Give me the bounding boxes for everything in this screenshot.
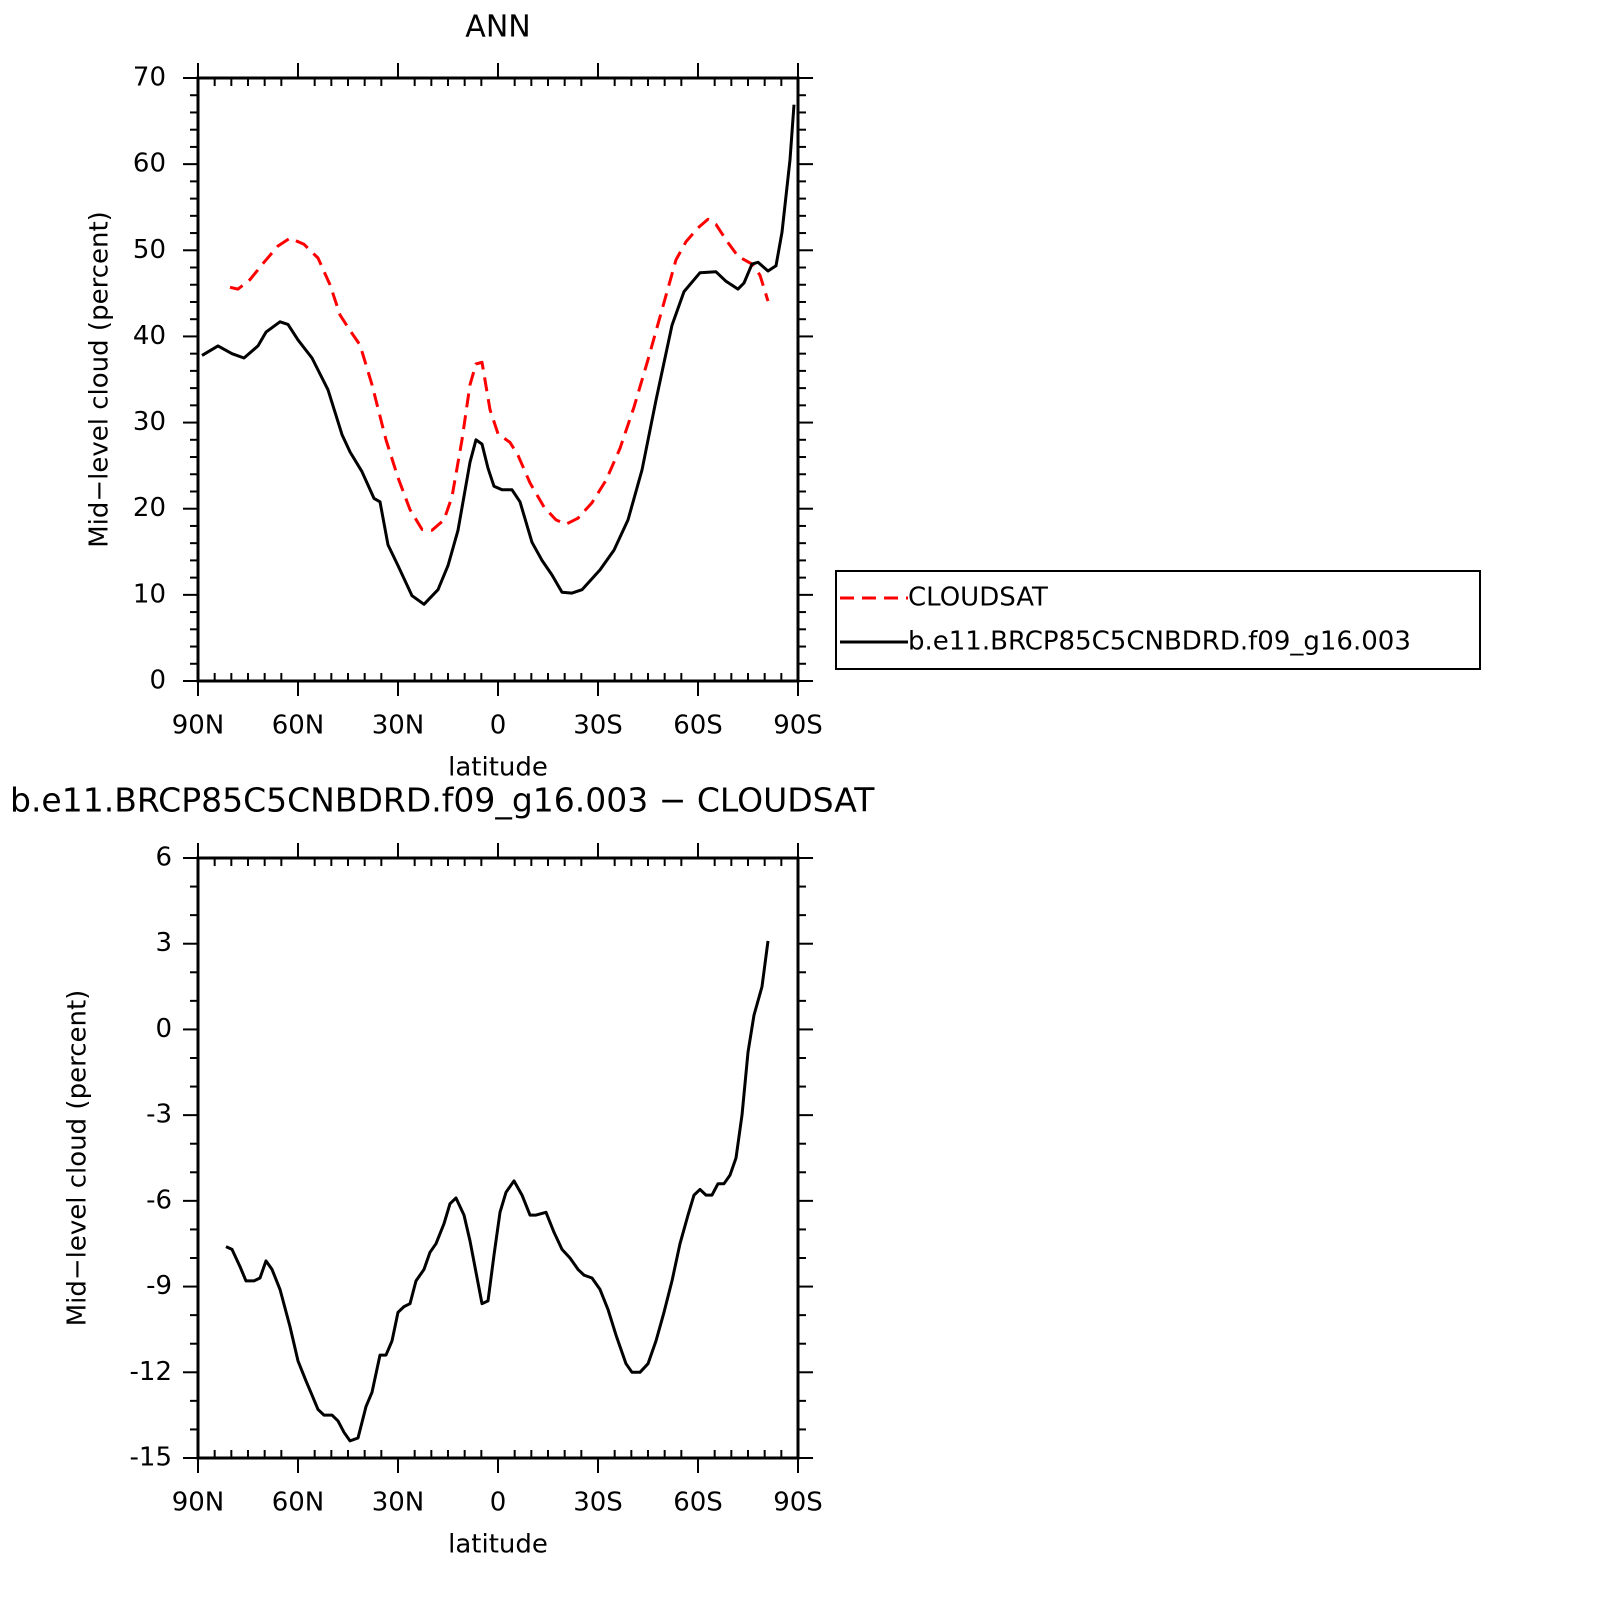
y-tick-label: 30 (133, 407, 166, 437)
plot-frame (196, 76, 800, 683)
x-tick-label: 30N (372, 711, 425, 741)
y-tick-label: 40 (133, 321, 166, 351)
y-tick-label: -9 (146, 1271, 172, 1301)
x-tick-label: 60S (673, 1488, 723, 1518)
series-line (229, 217, 770, 532)
y-tick-label: -15 (130, 1443, 172, 1473)
legend-box (835, 570, 1481, 670)
y-tick-label: 6 (155, 843, 172, 873)
x-tick-label: 60N (272, 1488, 325, 1518)
y-tick-label: 10 (133, 579, 166, 609)
y-axis-label: Mid−level cloud (percent) (63, 990, 93, 1327)
legend-label: b.e11.BRCP85C5CNBDRD.f09_g16.003 (908, 627, 1411, 657)
x-tick-label: 60N (272, 711, 325, 741)
chart-title: ANN (465, 10, 530, 45)
chart-title: b.e11.BRCP85C5CNBDRD.f09_g16.003 − CLOUD… (10, 781, 875, 820)
y-tick-label: 60 (133, 149, 166, 179)
x-tick-label: 60S (673, 711, 723, 741)
y-tick-label: 0 (149, 666, 166, 696)
plot-frame (196, 856, 800, 1460)
x-tick-label: 30N (372, 1488, 425, 1518)
x-tick-label: 0 (490, 711, 507, 741)
legend-label: CLOUDSAT (908, 583, 1048, 613)
x-tick-label: 30S (573, 1488, 623, 1518)
y-tick-label: 50 (133, 235, 166, 265)
x-tick-label: 90N (172, 1488, 225, 1518)
y-tick-label: -3 (146, 1100, 172, 1130)
y-tick-label: 20 (133, 493, 166, 523)
y-tick-label: 70 (133, 63, 166, 93)
y-tick-label: 0 (155, 1014, 172, 1044)
y-tick-label: -6 (146, 1185, 172, 1215)
x-axis-label: latitude (448, 753, 548, 783)
x-tick-label: 0 (490, 1488, 507, 1518)
x-axis-label: latitude (448, 1530, 548, 1560)
y-axis-label: Mid−level cloud (percent) (85, 211, 115, 548)
x-tick-label: 90N (172, 711, 225, 741)
series-line (201, 104, 796, 606)
x-tick-label: 30S (573, 711, 623, 741)
x-tick-label: 90S (773, 711, 823, 741)
y-tick-label: -12 (130, 1357, 172, 1387)
y-tick-label: 3 (155, 928, 172, 958)
x-tick-label: 90S (773, 1488, 823, 1518)
series-line (225, 940, 770, 1443)
